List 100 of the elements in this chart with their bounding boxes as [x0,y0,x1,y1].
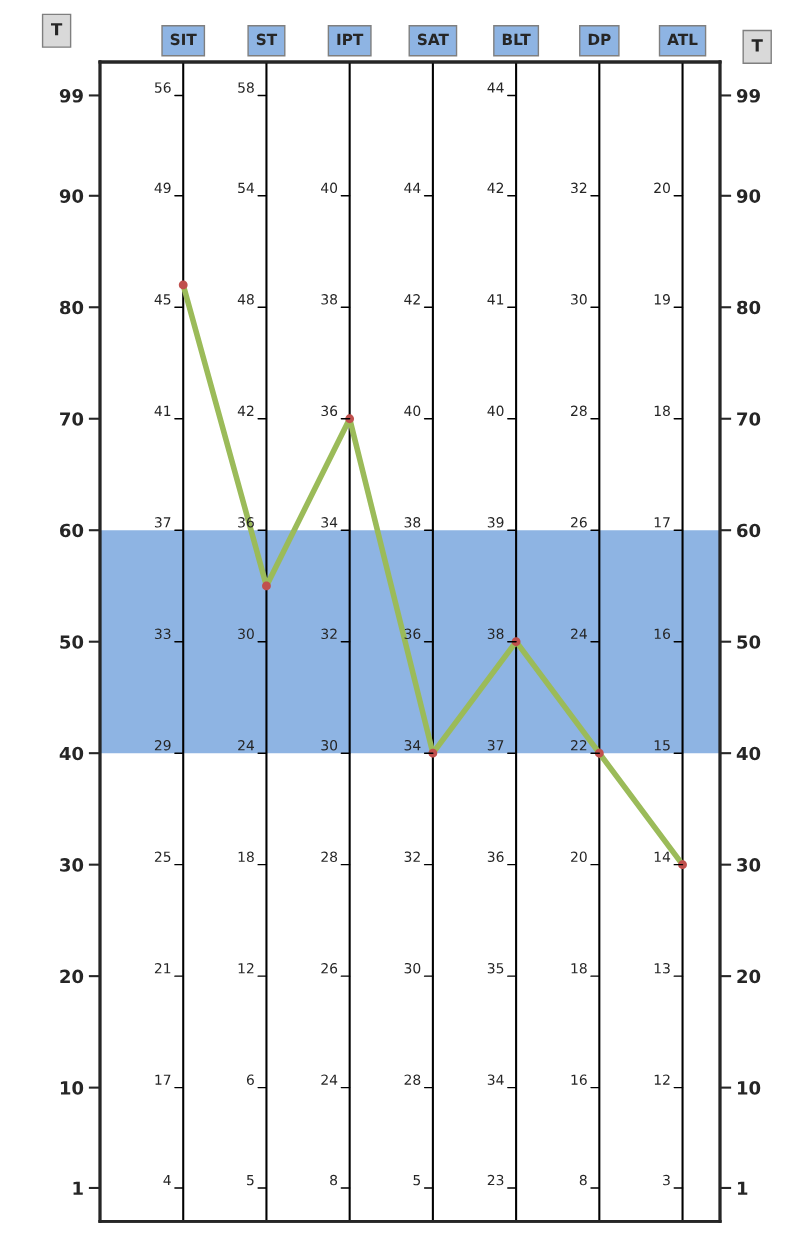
annotation: 23 [487,1174,504,1186]
annotation: 42 [487,182,504,193]
annotation: 44 [404,182,421,193]
annotation: 35 [487,962,504,974]
y-tick-label: 70 [60,412,84,426]
annotation: 20 [654,182,670,194]
annotation: 24 [571,628,587,639]
x-tick-label: SAT [417,33,449,46]
annotation: 12 [238,962,254,974]
annotation: 17 [155,1074,171,1085]
annotation: 24 [238,740,255,751]
annotation: 28 [404,1074,421,1085]
annotation: 34 [321,517,338,528]
annotation: 32 [571,182,587,194]
annotation: 42 [237,405,254,416]
annotation: 18 [571,962,587,974]
annotation: 36 [487,851,504,862]
annotation: 58 [238,82,254,93]
y2-tick-label: 1 [738,1181,748,1195]
annotation: 33 [154,628,171,640]
annotation: 19 [654,294,670,305]
y-tick-label: 99 [59,88,83,103]
y2-tick-label: 60 [737,523,761,538]
y-tick-label: 30 [60,858,84,872]
y-tick-label: 10 [60,1081,84,1095]
annotation: 17 [654,517,670,528]
annotation: 18 [238,851,254,862]
annotation: 40 [487,405,504,417]
annotation: 28 [321,851,338,862]
x-tick-label: DP [588,33,611,45]
y2-tick-label: 20 [737,969,761,984]
annotation: 39 [487,517,504,528]
annotation: 22 [571,740,587,751]
annotation: 26 [571,517,587,528]
annotation: 49 [154,182,171,194]
annotation: 16 [571,1074,587,1085]
annotation: 21 [154,962,171,974]
point [178,280,188,290]
x-tick-label: ATL [667,33,698,45]
annotation: 4 [163,1174,171,1186]
y2-tick-label: 10 [738,1081,761,1095]
annotation: 32 [404,851,420,862]
annotation: 5 [247,1174,254,1186]
annotation: 29 [154,740,171,751]
x-tick-label: IPT [337,33,364,45]
annotation: 15 [654,740,670,751]
y-tick-label: 60 [60,523,84,538]
y-tick-label: 1 [73,1181,83,1195]
point [678,860,687,870]
annotation: 45 [154,294,171,305]
y2-tick-label: 80 [737,300,761,315]
annotation: 40 [404,405,421,417]
annotation: 34 [404,740,421,751]
x-tick-label: SIT [170,33,197,46]
x-tick-label: ST [256,33,278,46]
annotation: 30 [571,294,587,305]
y-tick-label: 50 [60,635,84,649]
annotation: 8 [330,1174,338,1186]
x-tick-label: BLT [502,33,531,45]
annotation: 30 [321,740,338,751]
y2-tick-label: 30 [737,858,761,872]
annotation: 41 [487,294,504,305]
annotation: 37 [487,740,504,751]
annotation: 56 [154,82,171,93]
annotation: 41 [154,405,171,416]
y-axis-title: T [51,23,63,36]
annotation: 5 [413,1174,421,1186]
y2-tick-label: 99 [736,88,760,103]
annotation: 8 [579,1174,587,1186]
annotation: 30 [404,962,421,974]
y2-tick-label: 50 [737,635,761,649]
y-tick-label: 80 [60,300,84,315]
y-tick-label: 90 [59,189,84,203]
annotation: 13 [654,962,670,974]
annotation: 38 [321,294,338,305]
annotation: 32 [321,628,337,640]
annotation: 48 [237,294,254,305]
annotation: 25 [154,851,171,862]
annotation: 38 [487,628,504,640]
annotation: 24 [321,1074,338,1085]
y-tick-label: 20 [60,969,84,984]
annotation: 37 [154,517,171,528]
annotation: 3 [663,1174,670,1186]
annotation: 14 [654,851,671,862]
annotation: 54 [238,182,255,194]
annotation: 6 [246,1074,254,1085]
y-tick-label: 40 [59,746,84,761]
annotation: 26 [321,962,338,974]
annotation: 34 [487,1074,504,1085]
y2-tick-label: 90 [736,189,761,203]
annotation: 36 [321,405,338,417]
annotation: 38 [404,517,421,528]
y2-axis-title: T [751,39,763,52]
annotation: 30 [238,628,254,640]
annotation: 12 [654,1074,670,1085]
annotation: 44 [487,82,504,93]
annotation: 28 [571,405,587,417]
annotation: 40 [321,182,338,194]
point [262,581,271,591]
annotation: 42 [404,294,420,305]
